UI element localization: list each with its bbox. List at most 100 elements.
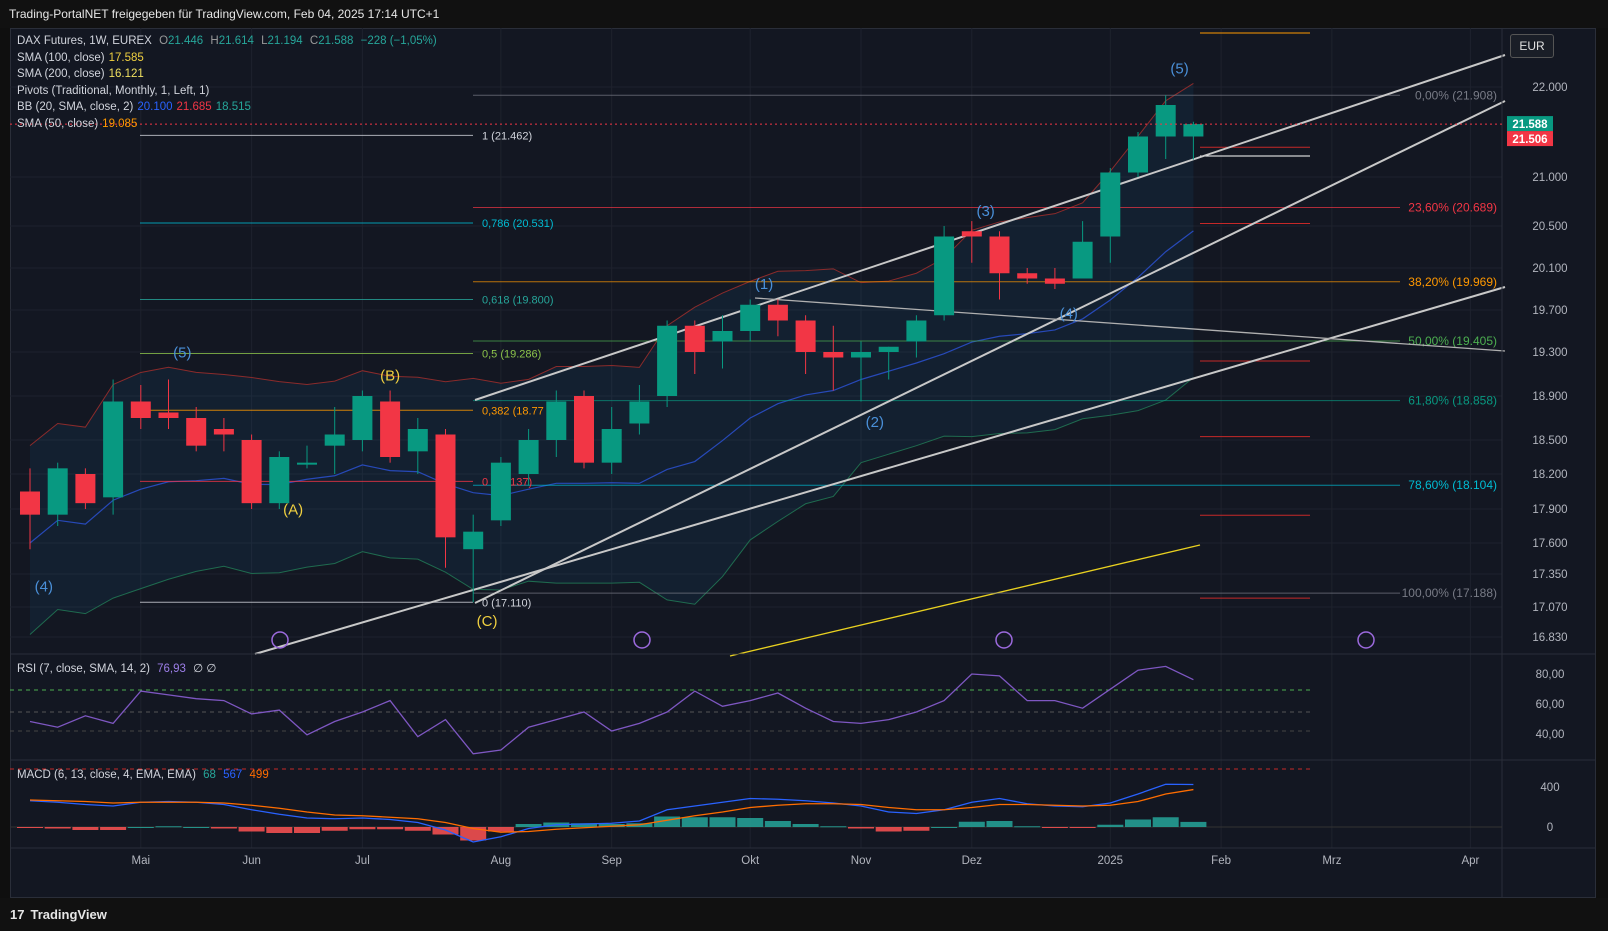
macd-hist-bar [875, 827, 902, 832]
candle[interactable] [795, 320, 816, 353]
fib-left-label: 0,5 (19.286) [482, 349, 541, 361]
time-axis-label: Jul [355, 855, 370, 867]
candle[interactable] [518, 440, 539, 474]
currency-button[interactable]: EUR [1510, 34, 1554, 58]
macd-hist-bar [404, 827, 431, 831]
pivots-row[interactable]: Pivots (Traditional, Monthly, 1, Left, 1… [17, 83, 437, 100]
chart-svg[interactable]: 0,00% (21.908) 23,60% (20.689) 38,20% (19.… [10, 28, 1596, 898]
high-value: 21.614 [218, 35, 254, 47]
price-tick-label: 20.500 [1532, 221, 1567, 233]
candle[interactable] [490, 462, 511, 521]
candle[interactable] [435, 434, 456, 538]
candle[interactable] [324, 434, 345, 446]
candle[interactable] [269, 457, 290, 504]
wave-label: (4) [35, 579, 53, 596]
candle[interactable] [657, 325, 678, 396]
candle[interactable] [684, 325, 705, 352]
event-marker-icon[interactable] [995, 631, 1013, 649]
tradingview-footer: 17 TradingView [0, 898, 1608, 931]
candle[interactable] [601, 429, 622, 463]
candle[interactable] [186, 418, 207, 446]
sma50-value: 19.085 [102, 117, 138, 130]
candle[interactable] [712, 331, 733, 342]
candle[interactable] [1155, 105, 1176, 137]
candle[interactable] [767, 304, 788, 321]
candle[interactable] [1128, 136, 1148, 173]
symbol-row[interactable]: DAX Futures, 1W, EUREX O21.446 H21.614 L… [17, 35, 437, 47]
candle[interactable] [574, 396, 594, 463]
candle[interactable] [407, 429, 428, 452]
candle[interactable] [213, 429, 234, 435]
candle[interactable] [20, 491, 40, 515]
macd-hist-bar [238, 827, 265, 832]
candle[interactable] [103, 401, 124, 498]
macd-hist-bar [17, 827, 43, 828]
candle[interactable] [740, 304, 761, 331]
candle[interactable] [380, 401, 401, 458]
time-axis-label: Nov [851, 855, 872, 867]
price-tick-label: 19.700 [1532, 305, 1567, 317]
candle[interactable] [1072, 241, 1093, 279]
candle[interactable] [1017, 273, 1038, 279]
candle[interactable] [352, 396, 373, 440]
candle[interactable] [1183, 124, 1204, 137]
candle[interactable] [1100, 172, 1121, 237]
candle[interactable] [130, 401, 151, 419]
price-tick-label: 17.350 [1532, 569, 1567, 581]
macd-hist-bar [155, 826, 182, 828]
candle[interactable] [823, 352, 844, 358]
macd-hist-bar [460, 827, 487, 841]
candle[interactable] [851, 352, 871, 358]
macd-hist-bar [764, 821, 791, 827]
event-marker-icon[interactable] [271, 631, 289, 649]
candle[interactable] [878, 346, 899, 352]
rsi-legend[interactable]: RSI (7, close, SMA, 14, 2) 76,93 ∅ ∅ [17, 661, 216, 675]
macd-hist-bar [820, 826, 847, 828]
price-tick-label: 17.900 [1532, 504, 1567, 516]
sma100-row[interactable]: SMA (100, close) 17.585 [17, 50, 437, 67]
candle[interactable] [1044, 278, 1065, 284]
candle[interactable] [546, 401, 567, 441]
candle[interactable] [629, 401, 650, 424]
macd-hist-bar [515, 824, 542, 827]
macd-hist-bar [958, 821, 985, 827]
macd-hist-bar [931, 827, 958, 828]
candle[interactable] [961, 231, 982, 237]
candle[interactable] [297, 462, 317, 465]
change-value: −228 (−1,05%) [360, 35, 437, 47]
candle[interactable] [934, 236, 955, 316]
fib-level-label: 78,60% (18.104) [1408, 478, 1497, 492]
pivots-label: Pivots (Traditional, Monthly, 1, Left, 1… [17, 84, 210, 97]
candle[interactable] [47, 468, 68, 515]
macd-legend[interactable]: MACD (6, 13, close, 4, EMA, EMA) 68 567 … [17, 769, 269, 781]
rsi-label: RSI (7, close, SMA, 14, 2) [17, 663, 150, 675]
trendline [474, 100, 1506, 604]
fib-left-label: 0 (17.110) [482, 597, 531, 609]
sma200-row[interactable]: SMA (200, close) 16.121 [17, 66, 437, 83]
candle[interactable] [158, 412, 179, 419]
event-marker-icon[interactable] [633, 631, 651, 649]
macd-signal-line [29, 788, 1194, 833]
rsi-value: 76,93 [157, 663, 186, 675]
macd-line-value: 567 [223, 769, 243, 781]
wave-label: (C) [477, 613, 498, 630]
macd-hist-bar [321, 827, 348, 831]
candle[interactable] [989, 236, 1010, 274]
macd-hist-bar [1069, 827, 1096, 828]
fib-left-label: 0,786 (20.531) [482, 218, 554, 230]
time-axis-label: Apr [1461, 855, 1479, 867]
event-marker-icon[interactable] [1357, 631, 1375, 649]
candle[interactable] [241, 440, 262, 504]
sma50-row[interactable]: SMA (50, close) 19.085 [17, 116, 437, 133]
macd-hist-bar [210, 827, 237, 829]
sma100-label: SMA (100, close) [17, 51, 105, 64]
macd-hist-bar [654, 816, 681, 827]
bb-row[interactable]: BB (20, SMA, close, 2) 20.100 21.685 18.515 [17, 99, 437, 116]
candle[interactable] [906, 320, 927, 342]
trendline [254, 286, 1506, 655]
candle[interactable] [463, 531, 484, 550]
candle[interactable] [75, 474, 96, 504]
rsi-tick-label: 60,00 [1536, 699, 1565, 711]
time-axis-label: Feb [1211, 855, 1231, 867]
fib-level-label: 100,00% (17.188) [1402, 586, 1497, 600]
